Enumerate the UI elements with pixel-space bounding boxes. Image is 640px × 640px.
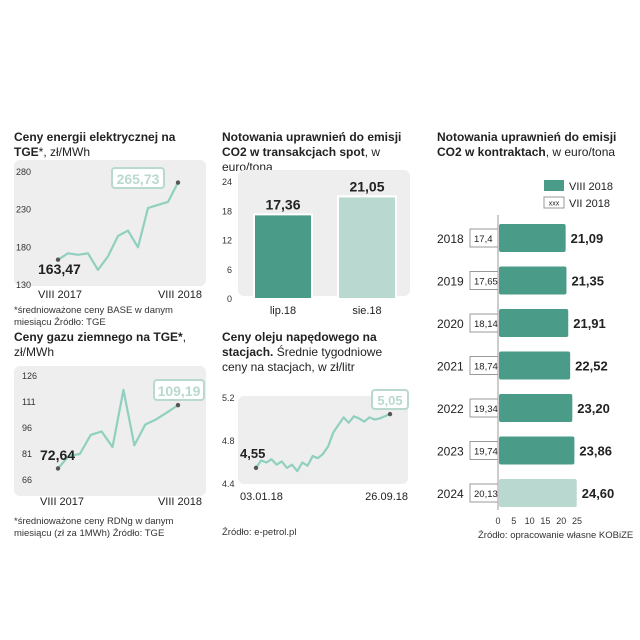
contracts-bar-2020 — [499, 309, 568, 337]
contracts-value-label: 24,60 — [582, 486, 615, 501]
co2-spot-bar-sie.18 — [338, 196, 396, 299]
energy-ytick: 280 — [16, 167, 31, 177]
co2-spot-xlabel: lip.18 — [270, 305, 296, 317]
gas-ytick: 96 — [22, 423, 32, 433]
diesel-end-label: 5,05 — [377, 393, 402, 408]
gas-ytick: 126 — [22, 371, 37, 381]
contracts-prev-label: 17,4 — [474, 234, 493, 245]
contracts-xtick: 10 — [525, 516, 535, 526]
contracts-prev-label: 18,74 — [474, 362, 498, 373]
gas-start-point — [56, 466, 60, 470]
contracts-xtick: 25 — [572, 516, 582, 526]
contracts-value-label: 21,35 — [571, 274, 604, 289]
contracts-year-label: 2020 — [437, 317, 464, 331]
contracts-xtick: 5 — [511, 516, 516, 526]
contracts-prev-label: 18,14 — [474, 319, 498, 330]
gas-start-label: 72,64 — [40, 447, 75, 463]
contracts-xtick: 0 — [495, 516, 500, 526]
charts-canvas: 280230180130163,47265,73VIII 2017 VIII 20… — [0, 0, 640, 640]
contracts-value-label: 21,09 — [571, 231, 604, 246]
diesel-ytick: 4.4 — [222, 479, 235, 489]
contracts-bar-2023 — [499, 437, 574, 465]
legend-swatch-viii-2018 — [544, 180, 564, 191]
diesel-ytick: 5.2 — [222, 393, 235, 403]
energy-start-label: 163,47 — [38, 261, 81, 277]
contracts-year-label: 2018 — [437, 232, 464, 246]
gas-xlabel-start: VIII 2017 — [40, 496, 84, 508]
diesel-xlabel-end: 26.09.18 — [365, 491, 408, 503]
co2-spot-value-label: 17,36 — [265, 196, 300, 212]
co2-spot-ytick: 12 — [222, 236, 232, 246]
energy-ytick: 180 — [16, 242, 31, 252]
contracts-prev-label: 19,34 — [474, 404, 498, 415]
energy-ytick: 230 — [16, 205, 31, 215]
contracts-bar-2018 — [499, 224, 566, 252]
contracts-value-label: 23,86 — [579, 444, 612, 459]
diesel-end-point — [388, 412, 392, 416]
contracts-prev-label: 17,65 — [474, 277, 498, 288]
energy-ytick: 130 — [16, 280, 31, 290]
energy-end-label: 265,73 — [117, 171, 160, 187]
co2-spot-value-label: 21,05 — [349, 178, 384, 194]
contracts-prev-label: 20,13 — [474, 489, 498, 500]
co2-spot-ytick: 24 — [222, 177, 232, 187]
gas-end-label: 109,19 — [158, 383, 201, 399]
contracts-xtick: 20 — [556, 516, 566, 526]
contracts-year-label: 2023 — [437, 445, 464, 459]
legend-swatch-sample-text: xxx — [549, 201, 560, 208]
contracts-bar-2024 — [499, 479, 577, 507]
diesel-xlabel-start: 03.01.18 — [240, 491, 283, 503]
contracts-bar-2021 — [499, 352, 570, 380]
contracts-value-label: 23,20 — [577, 401, 610, 416]
contracts-value-label: 21,91 — [573, 316, 606, 331]
gas-end-point — [176, 403, 180, 407]
contracts-year-label: 2024 — [437, 487, 464, 501]
diesel-ytick: 4.8 — [222, 436, 235, 446]
contracts-bar-2019 — [499, 267, 566, 295]
diesel-start-label: 4,55 — [240, 446, 265, 461]
energy-xlabel-end: VIII 2018 — [158, 289, 202, 301]
gas-xlabel-end: VIII 2018 — [158, 496, 202, 508]
contracts-year-label: 2022 — [437, 402, 464, 416]
gas-ytick: 111 — [22, 397, 36, 407]
gas-ytick: 81 — [22, 449, 32, 459]
diesel-start-point — [254, 466, 258, 470]
contracts-year-label: 2019 — [437, 275, 464, 289]
co2-spot-xlabel: sie.18 — [352, 305, 381, 317]
gas-ytick: 66 — [22, 475, 32, 485]
energy-xlabel-start: VIII 2017 — [38, 289, 82, 301]
legend-label-viii-2018: VIII 2018 — [569, 181, 613, 193]
co2-spot-ytick: 0 — [227, 294, 232, 304]
contracts-value-label: 22,52 — [575, 359, 608, 374]
energy-end-point — [176, 180, 180, 184]
co2-spot-ytick: 18 — [222, 206, 232, 216]
legend-label-vii-2018: VII 2018 — [569, 198, 610, 210]
co2-spot-bar-lip.18 — [254, 214, 312, 299]
contracts-bar-2022 — [499, 394, 572, 422]
contracts-prev-label: 19,74 — [474, 447, 498, 458]
co2-spot-ytick: 6 — [227, 265, 232, 275]
contracts-xtick: 15 — [540, 516, 550, 526]
contracts-year-label: 2021 — [437, 360, 464, 374]
